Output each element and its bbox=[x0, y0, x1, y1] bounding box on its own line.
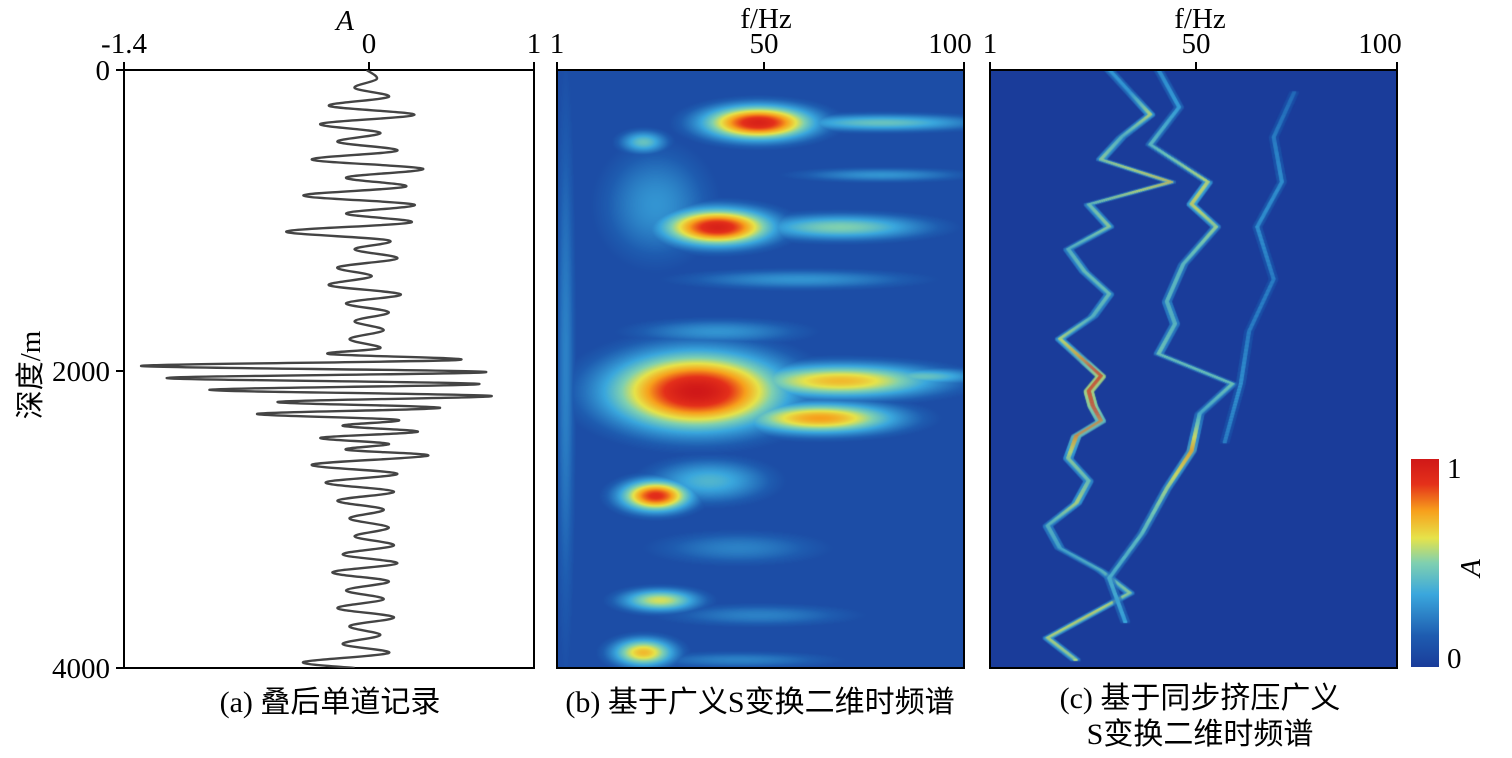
colorbar-title: A bbox=[1455, 559, 1487, 579]
panel-c-frame bbox=[989, 69, 1398, 669]
panel-b-xtick-label-100: 100 bbox=[928, 28, 972, 60]
colorbar-max-label: 1 bbox=[1447, 453, 1462, 485]
panel-a-xaxis-title: A bbox=[334, 5, 354, 37]
panel-a-xtick-label-right: 1 bbox=[527, 28, 542, 60]
panel-c-xtick-label-50: 50 bbox=[1182, 28, 1211, 60]
colorbar-min-label: 0 bbox=[1447, 643, 1462, 675]
panel-a-ytick-label-2000: 2000 bbox=[52, 356, 110, 388]
panel-c-spectrum-heatmap bbox=[990, 70, 1397, 668]
panel-b-xtick-label-50: 50 bbox=[750, 28, 779, 60]
panel-c-xtick-label-1: 1 bbox=[983, 28, 998, 60]
panel-b-xaxis-title: f/Hz bbox=[740, 3, 792, 35]
panel-a-xtick-label-left: -1.4 bbox=[101, 28, 147, 60]
panel-c: 1 50 100 f/Hz (c) 基于同步挤压广义 S变换二维时频谱 bbox=[983, 3, 1402, 751]
panel-c-caption-line-1: (c) 基于同步挤压广义 bbox=[1060, 682, 1341, 715]
panel-a: -1.4 0 1 A 0 2000 4000 深度/m (a) 叠后单道记录 bbox=[14, 5, 541, 719]
panel-b: 1 50 100 f/Hz (b) 基于广义S变换二维时频谱 bbox=[550, 3, 972, 719]
panel-a-xtick-label-zero: 0 bbox=[362, 28, 377, 60]
panel-c-xtick-label-100: 100 bbox=[1358, 28, 1402, 60]
colorbar-gradient bbox=[1411, 459, 1439, 667]
panel-b-caption: (b) 基于广义S变换二维时频谱 bbox=[565, 686, 954, 719]
colorbar: 1 0 A bbox=[1411, 453, 1487, 675]
seismic-trace-line bbox=[139, 70, 493, 668]
panel-a-caption: (a) 叠后单道记录 bbox=[220, 686, 441, 719]
panel-c-xaxis-title: f/Hz bbox=[1174, 3, 1226, 35]
panel-c-caption-line-2: S变换二维时频谱 bbox=[1087, 718, 1314, 751]
panel-a-yaxis-title: 深度/m bbox=[14, 330, 47, 419]
panel-b-xtick-label-1: 1 bbox=[550, 28, 565, 60]
panel-a-ytick-label-0: 0 bbox=[96, 55, 111, 87]
panel-b-frame bbox=[556, 69, 965, 669]
panel-a-ytick-label-4000: 4000 bbox=[52, 653, 110, 685]
panel-b-spectrum-heatmap bbox=[557, 70, 964, 668]
